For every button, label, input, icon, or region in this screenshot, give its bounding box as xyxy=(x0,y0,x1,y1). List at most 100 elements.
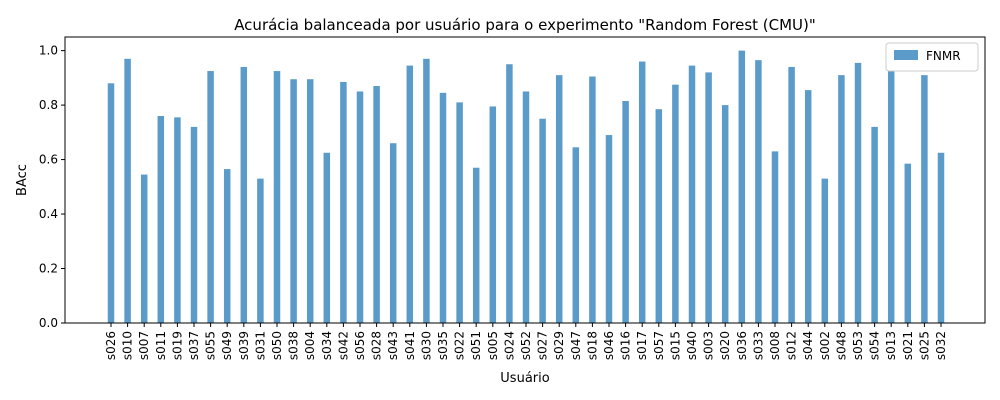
bar-s012 xyxy=(788,66,795,324)
x-tick-label: s056 xyxy=(353,331,367,360)
x-tick-label: s053 xyxy=(851,331,865,360)
bar-s052 xyxy=(522,91,530,323)
x-tick-label: s005 xyxy=(486,331,500,360)
x-tick-label: s028 xyxy=(370,331,384,360)
bar-s024 xyxy=(506,64,513,324)
x-tick-label: s032 xyxy=(934,331,948,360)
bar-s040 xyxy=(688,65,696,323)
bar-s033 xyxy=(755,60,762,324)
bar-s015 xyxy=(672,84,679,323)
x-tick-label: s022 xyxy=(453,331,467,360)
y-tick-label: 0.2 xyxy=(39,262,58,276)
x-tick-label: s046 xyxy=(602,331,616,360)
x-tick-label: s048 xyxy=(834,331,848,360)
y-tick-label: 0.8 xyxy=(39,98,58,112)
bar-s031 xyxy=(257,178,264,323)
bar-s053 xyxy=(854,62,862,323)
bar-s007 xyxy=(140,174,148,323)
bar-s010 xyxy=(124,58,131,323)
bar-s035 xyxy=(439,92,447,323)
x-tick-label: s044 xyxy=(801,331,815,360)
bar-s005 xyxy=(489,106,497,324)
x-tick-label: s041 xyxy=(403,331,417,360)
bar-s034 xyxy=(323,152,331,323)
x-tick-label: s036 xyxy=(735,331,749,360)
bar-s021 xyxy=(904,163,912,323)
bar-s018 xyxy=(589,76,596,323)
bar-s039 xyxy=(240,66,248,324)
bar-s049 xyxy=(223,169,231,323)
x-tick-label: s035 xyxy=(436,331,450,360)
bars xyxy=(107,50,945,324)
bar-s043 xyxy=(389,143,397,323)
x-tick-label: s037 xyxy=(187,331,201,360)
bar-s036 xyxy=(738,50,746,324)
x-tick-label: s057 xyxy=(652,331,666,360)
chart-title: Acurácia balanceada por usuário para o e… xyxy=(234,16,816,34)
legend-label: FNMR xyxy=(926,49,961,63)
plot-frame xyxy=(64,36,986,324)
bar-s011 xyxy=(157,115,165,324)
bar-s030 xyxy=(423,58,430,323)
x-tick-label: s042 xyxy=(336,331,350,360)
bar-s026 xyxy=(107,83,115,323)
bar-s008 xyxy=(771,151,779,323)
x-tick-label: s052 xyxy=(519,331,533,360)
x-tick-label: s013 xyxy=(884,331,898,360)
x-tick-label: s050 xyxy=(270,331,284,360)
x-tick-label: s038 xyxy=(287,331,301,360)
x-tick-label: s029 xyxy=(552,331,566,360)
y-axis-label: BAcc xyxy=(15,164,30,196)
bar-s032 xyxy=(937,152,945,323)
x-tick-label: s055 xyxy=(204,331,218,360)
bar-s017 xyxy=(638,61,646,323)
bar-s046 xyxy=(605,135,613,323)
x-tick-label: s011 xyxy=(154,331,168,360)
x-tick-label: s047 xyxy=(569,331,583,360)
x-tick-label: s039 xyxy=(237,331,251,360)
y-axis: 0.0 0.2 0.4 0.6 0.8 1.0 xyxy=(39,44,65,330)
x-axis: s026 s010 s007 s011 s019 s037 s055 s049 s039 s031… xyxy=(104,323,948,360)
bar-s004 xyxy=(306,79,314,323)
legend-swatch xyxy=(894,50,918,60)
x-tick-label: s033 xyxy=(751,331,765,360)
x-tick-label: s019 xyxy=(170,331,184,360)
bar-s025 xyxy=(921,75,928,323)
bar-s044 xyxy=(804,90,812,323)
x-tick-label: s016 xyxy=(619,331,633,360)
x-tick-label: s027 xyxy=(536,331,550,360)
bar-s056 xyxy=(356,91,364,323)
bar-s028 xyxy=(373,86,380,323)
x-axis-label: Usuário xyxy=(500,371,549,386)
bar-s019 xyxy=(174,117,181,323)
y-tick-label: 0.4 xyxy=(39,207,58,221)
x-tick-label: s002 xyxy=(818,331,832,360)
bar-s016 xyxy=(622,101,629,323)
bar-s020 xyxy=(721,105,729,323)
x-tick-label: s051 xyxy=(469,331,483,360)
x-tick-label: s004 xyxy=(303,331,317,360)
x-tick-label: s040 xyxy=(685,331,699,360)
x-tick-label: s043 xyxy=(386,331,400,360)
bar-s047 xyxy=(572,147,580,323)
x-tick-label: s024 xyxy=(502,331,516,360)
bar-s037 xyxy=(190,126,198,323)
bar-s013 xyxy=(887,71,895,323)
bar-s003 xyxy=(705,72,712,323)
bar-s041 xyxy=(406,65,414,323)
bar-s029 xyxy=(555,75,563,323)
y-tick-label: 0.6 xyxy=(39,153,58,167)
x-tick-label: s054 xyxy=(868,331,882,360)
x-tick-label: s030 xyxy=(419,331,433,360)
bar-s027 xyxy=(539,118,546,324)
bar-s051 xyxy=(472,167,480,323)
legend: FNMR xyxy=(885,42,979,72)
bar-s055 xyxy=(207,71,214,323)
x-tick-label: s021 xyxy=(901,331,915,360)
x-tick-label: s031 xyxy=(253,331,267,360)
x-tick-label: s049 xyxy=(220,331,234,360)
x-tick-label: s003 xyxy=(702,331,716,360)
bar-s002 xyxy=(821,178,829,323)
x-tick-label: s007 xyxy=(137,331,151,360)
